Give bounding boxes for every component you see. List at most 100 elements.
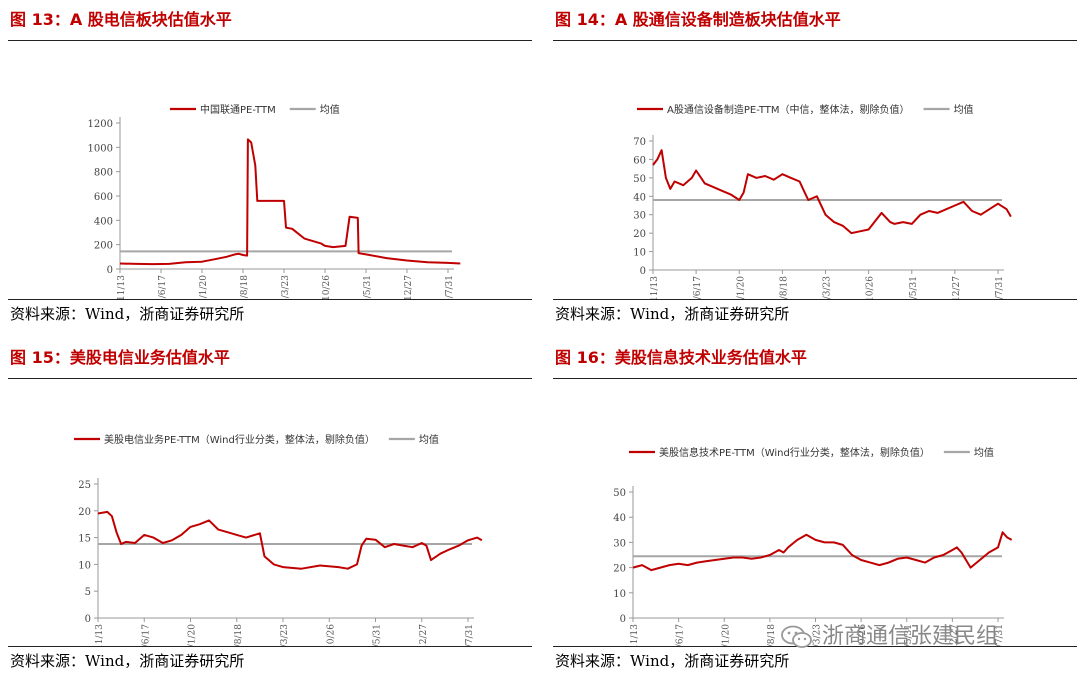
- x-tick-label: 2019/5/31: [909, 276, 919, 299]
- y-tick-label: 10: [633, 248, 646, 259]
- x-tick-label: 2018/10/26: [326, 624, 336, 646]
- x-tick-label: 2019/12/27: [952, 276, 962, 299]
- x-tick-label: 2017/1/20: [199, 275, 209, 299]
- legend: 美股电信业务PE-TTM（Wind行业分类，整体法，剔除负值） 均值: [74, 433, 439, 446]
- chart-area: 美股信息技术PE-TTM（Wind行业分类，整体法，剔除负值） 均值 0 10 20 30…: [553, 379, 1077, 646]
- y-tick-label: 10: [78, 560, 91, 571]
- legend: 美股信息技术PE-TTM（Wind行业分类，整体法，剔除负值） 均值: [629, 446, 994, 459]
- x-tick-label: 2019/5/31: [904, 624, 914, 646]
- y-tick-label: 50: [613, 488, 626, 499]
- x-tick-label: 2018/3/23: [813, 624, 823, 646]
- x-tick-label: 2020/7/31: [995, 624, 1005, 646]
- x-tick-label: 2018/3/23: [823, 276, 833, 299]
- legend-mean-label: 均值: [419, 433, 439, 446]
- y-tick-label: 0: [107, 265, 113, 276]
- x-tick-label: 2017/8/18: [767, 624, 777, 646]
- legend-mean-label: 均值: [954, 103, 974, 116]
- x-tick-label: 2016/6/17: [676, 624, 686, 646]
- x-tick-label: 2019/12/27: [419, 624, 429, 646]
- x-tick-label: 2016/6/17: [158, 275, 168, 299]
- chart-panel-13: 图 13：A 股电信板块估值水平 中国联通PE-TTM 均值 0 200 400 600 8…: [8, 0, 532, 328]
- y-tick-label: 50: [633, 174, 646, 185]
- x-tick-label: 2016/6/17: [693, 276, 703, 299]
- y-tick-label: 1000: [88, 143, 113, 154]
- x-tick-label: 2020/7/31: [995, 276, 1005, 299]
- y-tick-label: 40: [613, 513, 626, 524]
- y-tick-label: 20: [78, 507, 91, 518]
- y-tick-label: 800: [94, 168, 113, 179]
- x-tick-label: 2018/3/23: [281, 275, 291, 299]
- x-tick-label: 2018/10/26: [866, 276, 876, 299]
- y-tick-label: 600: [94, 192, 113, 203]
- series-line: [632, 531, 1013, 572]
- y-tick-label: 10: [613, 589, 626, 600]
- x-tick-label: 2017/1/20: [188, 624, 198, 646]
- y-tick-label: 20: [633, 229, 646, 240]
- y-tick-label: 25: [78, 480, 91, 491]
- wechat-icon: [781, 625, 812, 648]
- y-tick-label: 0: [85, 614, 91, 625]
- x-tick-label: 2015/11/13: [630, 624, 640, 646]
- y-tick-label: 70: [633, 137, 646, 148]
- chart-source: 资料来源：Wind，浙商证券研究所: [553, 646, 1077, 675]
- chart-area: A股通信设备制造PE-TTM（中信，整体法，剔除负值） 均值 0 10 20 30 40 50…: [553, 41, 1077, 299]
- series-line: [119, 138, 461, 266]
- y-tick-label: 15: [78, 534, 91, 545]
- series-line: [652, 149, 1012, 235]
- y-tick-label: 30: [633, 211, 646, 222]
- y-tick-label: 200: [94, 241, 113, 252]
- x-tick-label: 2017/1/20: [721, 624, 731, 646]
- chart-source: 资料来源：Wind，浙商证券研究所: [553, 299, 1077, 328]
- legend-series-label: 美股信息技术PE-TTM（Wind行业分类，整体法，剔除负值）: [659, 446, 930, 459]
- y-tick-label: 400: [94, 216, 113, 227]
- chart-panel-16: 图 16：美股信息技术业务估值水平 美股信息技术PE-TTM（Wind行业分类，…: [553, 338, 1077, 675]
- chart-title: 图 13：A 股电信板块估值水平: [8, 0, 532, 41]
- legend: 中国联通PE-TTM 均值: [170, 103, 340, 116]
- chart-source: 资料来源：Wind，浙商证券研究所: [8, 646, 532, 675]
- x-tick-label: 2020/7/31: [445, 275, 455, 299]
- legend-series-label: 美股电信业务PE-TTM（Wind行业分类，整体法，剔除负值）: [104, 433, 375, 446]
- y-tick-label: 40: [633, 192, 646, 203]
- y-tick-label: 60: [633, 155, 646, 166]
- x-tick-label: 2015/11/13: [650, 276, 660, 299]
- chart-13-svg: 中国联通PE-TTM 均值 0 200 400 600 800 1000 1200 2015/11…: [88, 103, 461, 299]
- x-tick-label: 2015/11/13: [95, 624, 105, 646]
- x-tick-label: 2015/11/13: [117, 275, 127, 299]
- x-tick-label: 2019/12/27: [404, 275, 414, 299]
- chart-panel-14: 图 14：A 股通信设备制造板块估值水平 A股通信设备制造PE-TTM（中信，整…: [553, 0, 1077, 328]
- chart-source: 资料来源：Wind，浙商证券研究所: [8, 299, 532, 328]
- x-tick-label: 2020/7/31: [465, 624, 475, 646]
- x-tick-label: 2019/12/27: [949, 624, 959, 646]
- x-tick-label: 2018/3/23: [280, 624, 290, 646]
- x-tick-label: 2019/5/31: [373, 624, 383, 646]
- y-tick-label: 0: [640, 266, 646, 277]
- y-tick-label: 1200: [88, 119, 113, 130]
- x-tick-label: 2017/1/20: [736, 276, 746, 299]
- legend-series-label: 中国联通PE-TTM: [200, 103, 276, 116]
- y-tick-label: 0: [620, 614, 626, 625]
- y-tick-label: 20: [613, 564, 626, 575]
- series-line: [97, 510, 483, 570]
- x-tick-label: 2018/10/26: [322, 275, 332, 299]
- chart-16-svg: 美股信息技术PE-TTM（Wind行业分类，整体法，剔除负值） 均值 0 10 20 30…: [613, 446, 1013, 646]
- x-tick-label: 2018/10/26: [858, 624, 868, 646]
- chart-14-svg: A股通信设备制造PE-TTM（中信，整体法，剔除负值） 均值 0 10 20 30 40 50…: [633, 103, 1012, 299]
- chart-area: 美股电信业务PE-TTM（Wind行业分类，整体法，剔除负值） 均值 0 5 10 15 2…: [8, 379, 532, 646]
- x-tick-label: 2019/5/31: [363, 275, 373, 299]
- chart-panel-15: 图 15：美股电信业务估值水平 美股电信业务PE-TTM（Wind行业分类，整体…: [8, 338, 532, 675]
- legend-mean-label: 均值: [320, 103, 340, 116]
- y-tick-label: 5: [85, 587, 91, 598]
- legend: A股通信设备制造PE-TTM（中信，整体法，剔除负值） 均值: [637, 103, 974, 116]
- x-tick-label: 2017/8/18: [240, 275, 250, 299]
- x-tick-label: 2017/8/18: [234, 624, 244, 646]
- legend-series-label: A股通信设备制造PE-TTM（中信，整体法，剔除负值）: [667, 103, 910, 116]
- legend-mean-label: 均值: [974, 446, 994, 459]
- watermark: 浙商通信张建民组: [780, 618, 998, 650]
- chart-area: 中国联通PE-TTM 均值 0 200 400 600 800 1000 1200 2015/11…: [8, 41, 532, 299]
- chart-title: 图 16：美股信息技术业务估值水平: [553, 338, 1077, 379]
- y-tick-label: 30: [613, 538, 626, 549]
- chart-title: 图 15：美股电信业务估值水平: [8, 338, 532, 379]
- x-tick-label: 2016/6/17: [141, 624, 151, 646]
- chart-title: 图 14：A 股通信设备制造板块估值水平: [553, 0, 1077, 41]
- chart-15-svg: 美股电信业务PE-TTM（Wind行业分类，整体法，剔除负值） 均值 0 5 10 15 2…: [74, 433, 483, 646]
